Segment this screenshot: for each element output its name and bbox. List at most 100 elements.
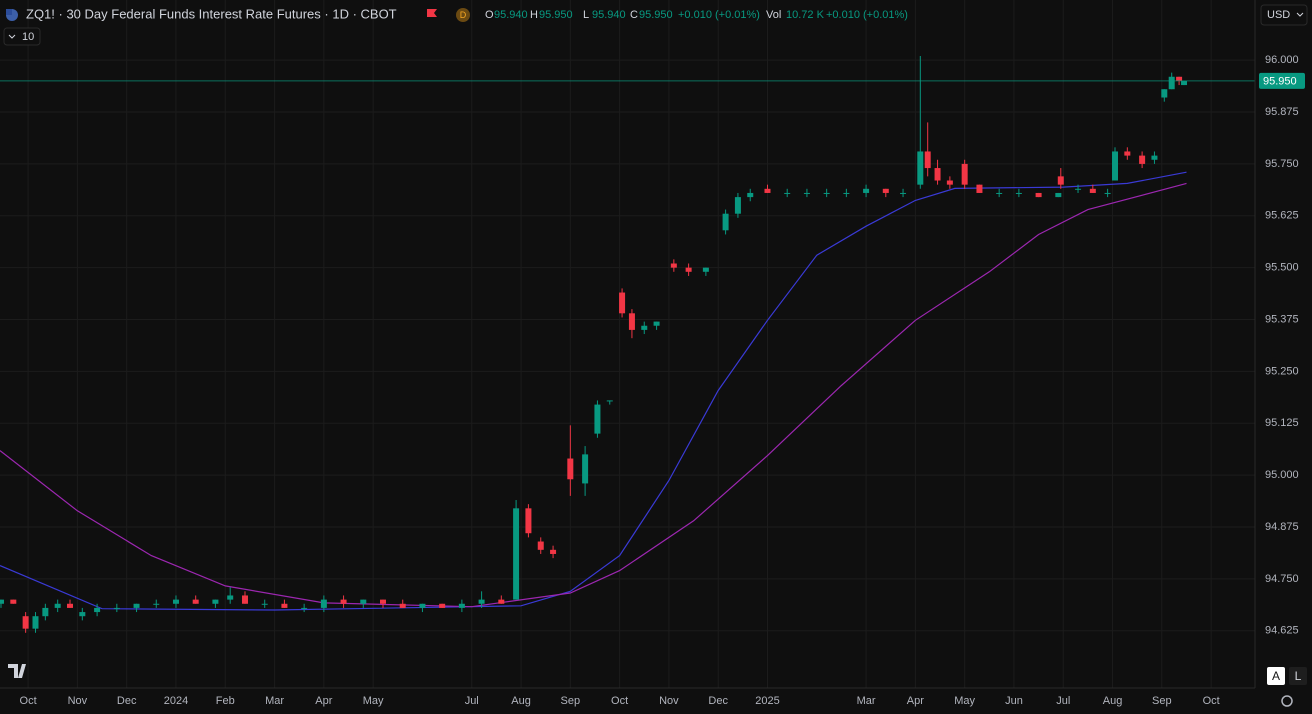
y-tick-label: 95.875 <box>1265 106 1299 118</box>
x-tick-label: 2024 <box>164 695 188 707</box>
candle-body <box>281 603 288 608</box>
button-label: L <box>1295 669 1302 683</box>
candle-body <box>1075 188 1082 190</box>
candle-body <box>550 549 557 554</box>
candle-body <box>619 292 626 314</box>
candle-body <box>1035 192 1042 198</box>
plot-area <box>0 56 1255 633</box>
candle-body <box>976 184 983 193</box>
interval-badge: D <box>460 10 467 20</box>
settings-icon[interactable] <box>1281 695 1293 707</box>
auto-scale-button[interactable] <box>1267 667 1285 685</box>
candle-body <box>1104 192 1111 194</box>
candle-body <box>641 325 648 330</box>
legend-key: L <box>583 9 589 21</box>
symbol-title[interactable]: ZQ1! · 30 Day Federal Funds Interest Rat… <box>26 6 397 21</box>
x-tick-label: Apr <box>907 695 924 707</box>
candle-body <box>628 313 635 330</box>
candle-body <box>803 192 810 194</box>
candle-body <box>594 404 601 434</box>
candle-body <box>934 168 941 181</box>
candle-body <box>133 603 140 608</box>
candle-body <box>22 616 29 629</box>
indicator-toggle[interactable] <box>3 27 41 46</box>
candle-body <box>340 599 347 604</box>
volume: 10.72 K <box>786 9 825 21</box>
candle-body <box>113 607 120 609</box>
last-price-box <box>1259 72 1305 89</box>
x-tick-label: Jul <box>1056 695 1070 707</box>
y-tick-label: 95.125 <box>1265 417 1299 429</box>
candle-body <box>1057 176 1064 185</box>
legend-value: 95.940 <box>494 9 528 21</box>
candle-body <box>54 603 61 608</box>
candle-body <box>670 263 677 268</box>
moving-average-line <box>0 171 1187 611</box>
volume-change: +0.010 (+0.01%) <box>826 9 908 21</box>
candle-body <box>525 508 532 534</box>
button-label: A <box>1272 669 1280 683</box>
chevron <box>8 34 16 39</box>
last-price-label: 95.950 <box>1263 75 1297 87</box>
candle-body <box>1015 192 1022 194</box>
candle-body <box>66 603 73 608</box>
y-tick-label: 94.625 <box>1265 625 1299 637</box>
candle-body <box>537 541 544 550</box>
x-tick-label: Feb <box>216 695 235 707</box>
candle-body <box>172 599 179 604</box>
y-tick-label: 95.625 <box>1265 210 1299 222</box>
candle-body <box>360 599 367 604</box>
candle-body <box>1055 192 1062 198</box>
candle-body <box>227 595 234 600</box>
flag-icon <box>6 9 12 15</box>
candle-body <box>784 192 791 194</box>
y-tick-label: 95.250 <box>1265 365 1299 377</box>
interval-badge-bg <box>456 8 470 22</box>
candle-body <box>653 321 660 326</box>
legend-key: O <box>485 9 494 21</box>
y-tick-label: 95.500 <box>1265 262 1299 274</box>
x-tick-label: Sep <box>1152 695 1172 707</box>
candle-body <box>94 607 101 613</box>
ohlc-legend: O 95.940 H 95.950 L 95.940 C 95.950 <box>485 9 673 21</box>
candle-body <box>1124 151 1131 156</box>
candle-body <box>702 267 709 272</box>
candle-body <box>320 599 327 608</box>
y-tick-label: 95.375 <box>1265 313 1299 325</box>
currency-button[interactable] <box>1260 4 1308 26</box>
candle-body <box>1139 155 1146 164</box>
candle-body <box>513 508 520 600</box>
x-tick-label: Mar <box>265 695 284 707</box>
logo <box>8 664 26 678</box>
candle-body <box>582 454 589 484</box>
x-tick-label: Jul <box>465 695 479 707</box>
candle-body <box>419 603 426 608</box>
x-tick-label: Aug <box>511 695 531 707</box>
volume-label: Vol <box>766 9 781 21</box>
candle-body <box>301 607 308 609</box>
x-tick-label: Jun <box>1005 695 1023 707</box>
candle-body <box>0 599 4 604</box>
candle-body <box>1089 188 1096 193</box>
legend-value: 95.950 <box>539 9 573 21</box>
x-tick-label: Nov <box>659 695 679 707</box>
candle-body <box>79 612 86 617</box>
candle-body <box>1161 89 1168 98</box>
x-tick-label: Dec <box>117 695 137 707</box>
flag[interactable] <box>427 9 437 17</box>
candle-body <box>764 188 771 193</box>
moving-average-line <box>0 182 1187 608</box>
candle-body <box>241 595 248 604</box>
log-scale-button[interactable] <box>1289 667 1307 685</box>
x-tick-label: Oct <box>611 695 628 707</box>
candle-body <box>399 603 406 608</box>
legend-key: H <box>530 9 538 21</box>
candle-body <box>924 151 931 169</box>
candle-body <box>863 188 870 193</box>
candle-body <box>458 603 465 608</box>
candle-body <box>734 197 741 214</box>
change: +0.010 (+0.01%) <box>678 9 760 21</box>
candle-body <box>439 603 446 608</box>
